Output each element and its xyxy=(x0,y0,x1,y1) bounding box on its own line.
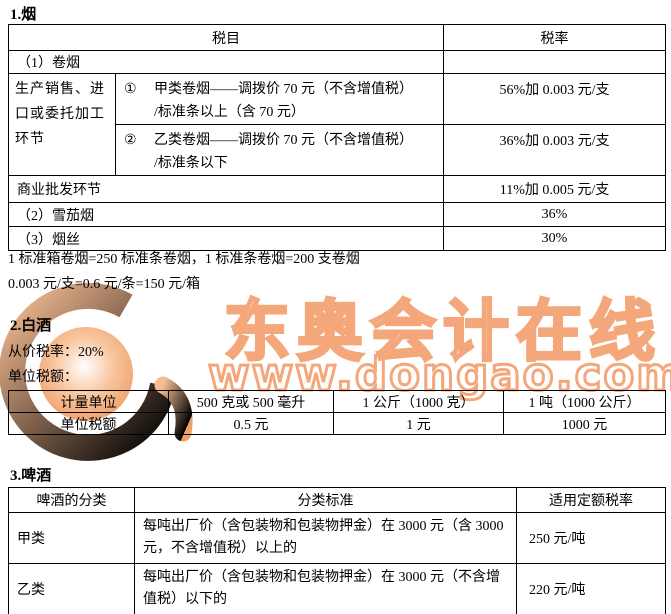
tobacco-note-1: 1 标准箱卷烟=250 标准条卷烟，1 标准条卷烟=200 支卷烟 xyxy=(8,252,360,267)
liquor-tax-table: 计量单位 500 克或 500 毫升 1 公斤（1000 克） 1 吨（1000… xyxy=(8,390,666,435)
table-row: 甲类 每吨出厂价（含包装物和包装物押金）在 3000 元（含 3000 元，不含… xyxy=(8,512,666,564)
beer-standard-a: 每吨出厂价（含包装物和包装物押金）在 3000 元（含 3000 元，不含增值税… xyxy=(134,512,517,564)
item-a-line1: 甲类卷烟——调拨价 70 元（不含增值税） xyxy=(154,82,413,97)
tobacco-note-2: 0.003 元/支=0.6 元/条=150 元/箱 xyxy=(8,277,200,292)
tobacco-item-b: ② 乙类卷烟——调拨价 70 元（不含增值税） /标准条以下 xyxy=(115,124,444,176)
beer-rate-b: 220 元/吨 xyxy=(516,563,666,614)
tobacco-rate-wholesale: 11%加 0.005 元/支 xyxy=(443,175,666,203)
liquor-cell: 500 克或 500 毫升 xyxy=(168,390,334,413)
table-row: （1）卷烟 xyxy=(8,50,666,74)
liquor-cell: 1000 元 xyxy=(503,412,666,435)
item-a-line2: /标准条以上（含 70 元） xyxy=(154,105,305,120)
table-row: （2）雪茄烟 36% xyxy=(8,202,666,227)
table-row: 单位税额 0.5 元 1 元 1000 元 xyxy=(8,412,666,435)
table-row: 计量单位 500 克或 500 毫升 1 公斤（1000 克） 1 吨（1000… xyxy=(8,390,666,413)
beer-standard-b: 每吨出厂价（含包装物和包装物押金）在 3000 元（不含增值税）以下的 xyxy=(134,563,517,614)
table-row: 生产销售、进口或委托加工环节 ① 甲类卷烟——调拨价 70 元（不含增值税） /… xyxy=(8,73,666,176)
section-heading-beer: 3.啤酒 xyxy=(10,468,52,484)
tobacco-item-a: ① 甲类卷烟——调拨价 70 元（不含增值税） /标准条以上（含 70 元） xyxy=(115,73,444,125)
liquor-ad-valorem-rate: 从价税率：20% xyxy=(8,345,104,360)
item-b-marker: ② xyxy=(124,133,137,148)
liquor-cell: 1 公斤（1000 克） xyxy=(333,390,504,413)
beer-class-b: 乙类 xyxy=(8,563,135,614)
tobacco-stage-wholesale: 商业批发环节 xyxy=(8,175,444,203)
item-a-text: 甲类卷烟——调拨价 70 元（不含增值税） /标准条以上（含 70 元） xyxy=(154,78,437,124)
liquor-cell: 0.5 元 xyxy=(168,412,334,435)
liquor-cell: 1 吨（1000 公斤） xyxy=(503,390,666,413)
tobacco-tax-table: 税目 税率 （1）卷烟 生产销售、进口或委托加工环节 ① 甲类卷烟——调拨价 7… xyxy=(8,24,666,251)
tobacco-row-cigar: （2）雪茄烟 xyxy=(8,202,444,227)
section-heading-liquor: 2.白酒 xyxy=(10,318,52,334)
tobacco-stage-production: 生产销售、进口或委托加工环节 xyxy=(8,73,116,176)
table-row: ② 乙类卷烟——调拨价 70 元（不含增值税） /标准条以下 36%加 0.00… xyxy=(9,124,666,176)
tobacco-row-cigarette: （1）卷烟 xyxy=(8,50,444,74)
beer-rate-a: 250 元/吨 xyxy=(516,512,666,564)
section-heading-tobacco: 1.烟 xyxy=(10,7,37,23)
item-b-line1: 乙类卷烟——调拨价 70 元（不含增值税） xyxy=(154,133,413,148)
tobacco-header-tax-item: 税目 xyxy=(8,24,444,51)
beer-header-standard: 分类标准 xyxy=(134,487,517,513)
liquor-cell: 单位税额 xyxy=(8,412,169,435)
beer-header-class: 啤酒的分类 xyxy=(8,487,135,513)
tobacco-rate-a: 56%加 0.003 元/支 xyxy=(443,73,666,125)
item-b-text: 乙类卷烟——调拨价 70 元（不含增值税） /标准条以下 xyxy=(154,129,437,175)
beer-header-rate: 适用定额税率 xyxy=(516,487,666,513)
table-row: 乙类 每吨出厂价（含包装物和包装物押金）在 3000 元（不含增值税）以下的 2… xyxy=(8,563,666,614)
item-a-marker: ① xyxy=(124,82,137,97)
tobacco-header-tax-rate: 税率 xyxy=(443,24,666,51)
beer-tax-table: 啤酒的分类 分类标准 适用定额税率 甲类 每吨出厂价（含包装物和包装物押金）在 … xyxy=(8,487,666,614)
liquor-cell: 1 元 xyxy=(333,412,504,435)
tobacco-rate-cut-tobacco: 30% xyxy=(443,226,666,251)
beer-class-a: 甲类 xyxy=(8,512,135,564)
tobacco-row-cigarette-rate xyxy=(443,50,666,74)
tobacco-rate-b: 36%加 0.003 元/支 xyxy=(443,124,666,176)
tobacco-rate-cigar: 36% xyxy=(443,202,666,227)
table-row: 啤酒的分类 分类标准 适用定额税率 xyxy=(8,487,666,513)
table-row: （3）烟丝 30% xyxy=(8,226,666,251)
liquor-cell: 计量单位 xyxy=(8,390,169,413)
table-row: 商业批发环节 11%加 0.005 元/支 xyxy=(8,175,666,203)
liquor-unit-tax-label: 单位税额： xyxy=(8,370,78,385)
item-b-line2: /标准条以下 xyxy=(154,156,228,171)
tobacco-row-cut-tobacco: （3）烟丝 xyxy=(8,226,444,251)
table-row: 税目 税率 xyxy=(8,24,666,51)
